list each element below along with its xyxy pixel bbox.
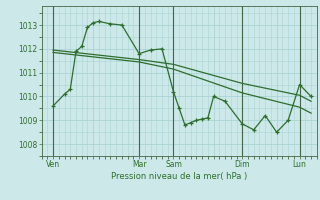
X-axis label: Pression niveau de la mer( hPa ): Pression niveau de la mer( hPa ) <box>111 172 247 181</box>
